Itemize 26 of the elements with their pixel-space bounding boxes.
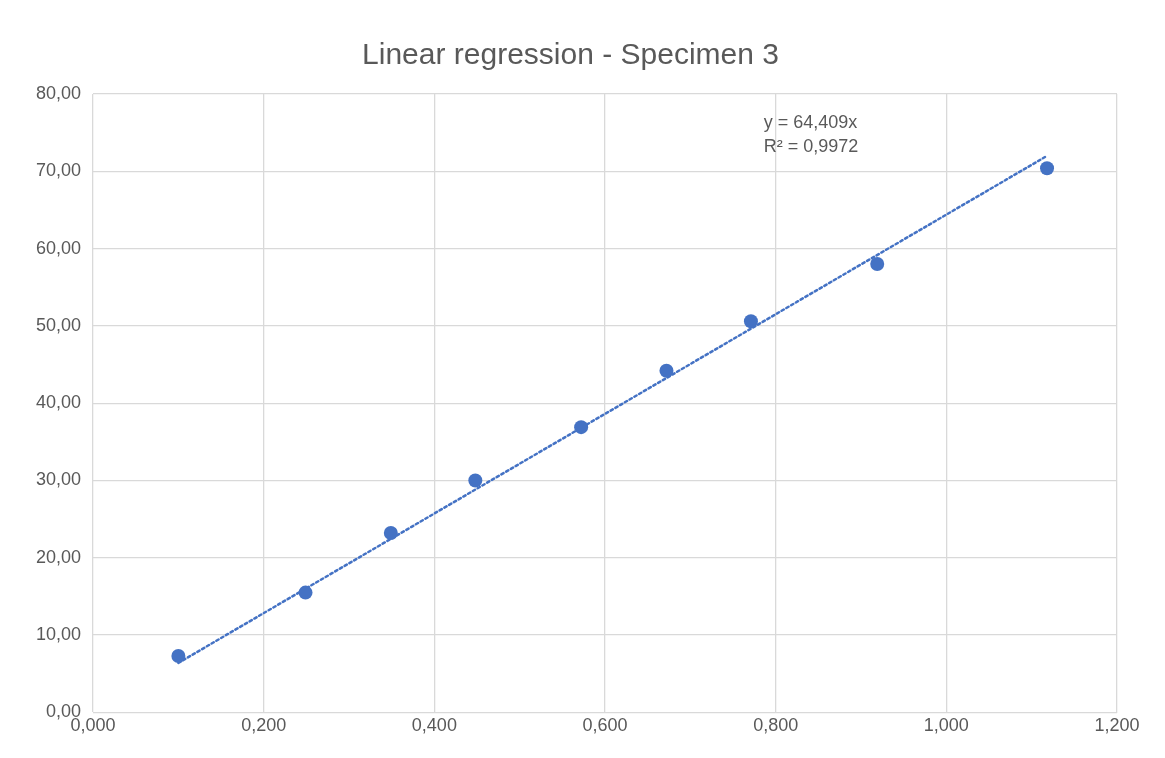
x-tick-label: 0,400	[411, 715, 457, 736]
annotation: y = 64,409x	[763, 111, 858, 132]
point	[870, 257, 885, 272]
y-tick-label: 50,00	[36, 314, 82, 335]
y-tick-label: 70,00	[36, 160, 82, 181]
y-tick-label: 20,00	[36, 546, 82, 567]
point	[574, 420, 589, 435]
point	[298, 585, 313, 600]
y-tick-label: 80,00	[36, 82, 82, 103]
chart-title: Linear regression - Specimen 3	[362, 37, 779, 71]
y-tick-label: 60,00	[36, 237, 82, 258]
x-tick-label: 0,600	[582, 715, 628, 736]
x-tick-label: 0,800	[753, 715, 799, 736]
x-tick-label: 0,200	[241, 715, 287, 736]
y-tick-label: 30,00	[36, 469, 82, 490]
point	[383, 526, 398, 541]
x-tick-label: 1,200	[1094, 715, 1140, 736]
point	[1040, 161, 1055, 176]
point	[659, 363, 674, 378]
annotation: R² = 0,9972	[763, 135, 859, 156]
x-tick-label: 1,000	[923, 715, 969, 736]
y-tick-label: 40,00	[36, 392, 82, 413]
y-tick-label: 10,00	[36, 624, 82, 645]
point	[468, 473, 483, 488]
point	[171, 648, 186, 663]
point	[743, 314, 758, 329]
